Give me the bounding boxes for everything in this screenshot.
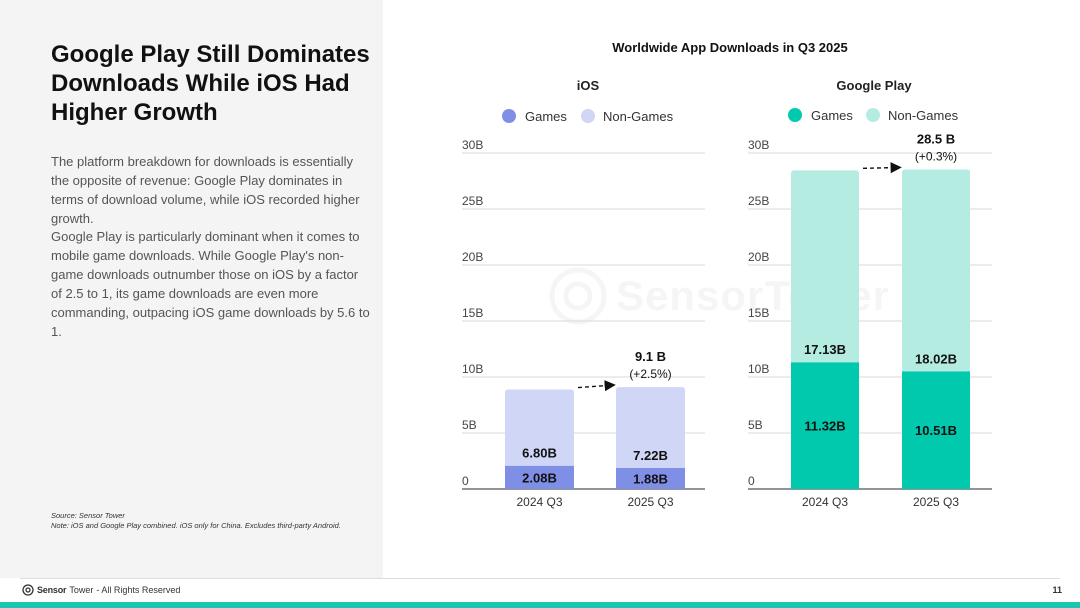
google-play-x-tick-label: 2025 Q3 bbox=[913, 495, 959, 509]
ios-chart-title: iOS bbox=[577, 78, 600, 93]
ios-y-tick-label: 20B bbox=[462, 250, 483, 264]
charts-canvas: iOS Games Non-Games 0 5B 10B 15B 20B 25B 30B 2.08B… bbox=[462, 78, 992, 509]
google-play-total-label: 28.5 B bbox=[917, 131, 955, 146]
google-play-legend-label-non-games: Non-Games bbox=[888, 108, 959, 123]
ios-bar-games-2024-q3 bbox=[505, 465, 574, 489]
google-play-legend-marker-games bbox=[788, 108, 802, 122]
ios-data-label-non-games-2024-q3: 6.80B bbox=[522, 446, 557, 461]
google-play-bar-non-games-2024-q3 bbox=[791, 170, 859, 363]
ios-data-label-games-2024-q3: 2.08B bbox=[522, 470, 557, 485]
ios-legend-label-games: Games bbox=[525, 109, 567, 124]
ios-y-tick-label: 25B bbox=[462, 194, 483, 208]
page-number: 11 bbox=[1052, 585, 1062, 595]
google-play-data-label-non-games-2024-q3: 17.13B bbox=[804, 342, 846, 357]
google-play-y-tick-label: 0 bbox=[748, 474, 755, 488]
google-play-data-label-non-games-2025-q3: 18.02B bbox=[915, 351, 957, 366]
ios-bar-games-2025-q3 bbox=[616, 467, 685, 489]
ios-total-label: 9.1 B bbox=[635, 349, 666, 364]
google-play-data-label-games-2025-q3: 10.51B bbox=[915, 423, 957, 438]
google-play-y-tick-label: 20B bbox=[748, 250, 769, 264]
ios-y-tick-label: 15B bbox=[462, 306, 483, 320]
rights-text: - All Rights Reserved bbox=[96, 585, 181, 595]
sensor-tower-logo-icon bbox=[22, 584, 34, 596]
google-play-data-label-games-2024-q3: 11.32B bbox=[804, 419, 845, 434]
google-play-bar-games-2024-q3 bbox=[791, 362, 859, 489]
bottom-accent-bar bbox=[0, 602, 1080, 608]
google-play-x-tick-label: 2024 Q3 bbox=[802, 495, 848, 509]
footer-brand: Sensor Tower - All Rights Reserved bbox=[22, 584, 180, 596]
brand-tower: Tower bbox=[69, 585, 94, 595]
google-play-growth-arrow bbox=[862, 162, 902, 174]
chart-title: Worldwide App Downloads in Q3 2025 bbox=[612, 40, 848, 55]
ios-data-label-games-2025-q3: 1.88B bbox=[633, 471, 668, 486]
ios-legend-marker-non-games bbox=[581, 109, 595, 123]
ios-growth-arrow bbox=[577, 380, 616, 392]
footer-divider bbox=[20, 578, 1060, 579]
ios-y-tick-label: 30B bbox=[462, 138, 483, 152]
google-play-y-tick-label: 15B bbox=[748, 306, 769, 320]
google-play-bar-games-2025-q3 bbox=[902, 371, 970, 489]
ios-y-tick-label: 10B bbox=[462, 362, 483, 376]
google-play-y-tick-label: 30B bbox=[748, 138, 769, 152]
left-panel: Google Play Still Dominates Downloads Wh… bbox=[0, 0, 383, 578]
google-play-y-tick-label: 5B bbox=[748, 418, 763, 432]
ios-x-tick-label: 2025 Q3 bbox=[627, 495, 673, 509]
footnote: Note: iOS and Google Play combined. iOS … bbox=[51, 521, 341, 530]
ios-legend-label-non-games: Non-Games bbox=[603, 109, 674, 124]
ios-legend-marker-games bbox=[502, 109, 516, 123]
ios-data-label-non-games-2025-q3: 7.22B bbox=[633, 448, 668, 463]
page-title: Google Play Still Dominates Downloads Wh… bbox=[51, 41, 370, 126]
paragraph-2: Google Play is particularly dominant whe… bbox=[51, 229, 370, 339]
google-play-legend-marker-non-games bbox=[866, 108, 880, 122]
google-play-bar-non-games-2025-q3 bbox=[902, 169, 970, 372]
ios-y-tick-label: 5B bbox=[462, 418, 477, 432]
google-play-y-tick-label: 10B bbox=[748, 362, 769, 376]
brand-sensor: Sensor bbox=[37, 585, 67, 595]
google-play-growth-label: (+0.3%) bbox=[915, 149, 957, 163]
ios-bar-non-games-2024-q3 bbox=[505, 389, 574, 466]
paragraph-1: The platform breakdown for downloads is … bbox=[51, 154, 360, 226]
ios-y-tick-label: 0 bbox=[462, 474, 469, 488]
ios-x-tick-label: 2024 Q3 bbox=[516, 495, 562, 509]
source-note: Source: Sensor Tower bbox=[51, 511, 125, 520]
google-play-chart-title: Google Play bbox=[836, 78, 912, 93]
ios-growth-label: (+2.5%) bbox=[629, 367, 671, 381]
google-play-y-tick-label: 25B bbox=[748, 194, 769, 208]
ios-bar-non-games-2025-q3 bbox=[616, 387, 685, 468]
google-play-legend-label-games: Games bbox=[811, 108, 853, 123]
